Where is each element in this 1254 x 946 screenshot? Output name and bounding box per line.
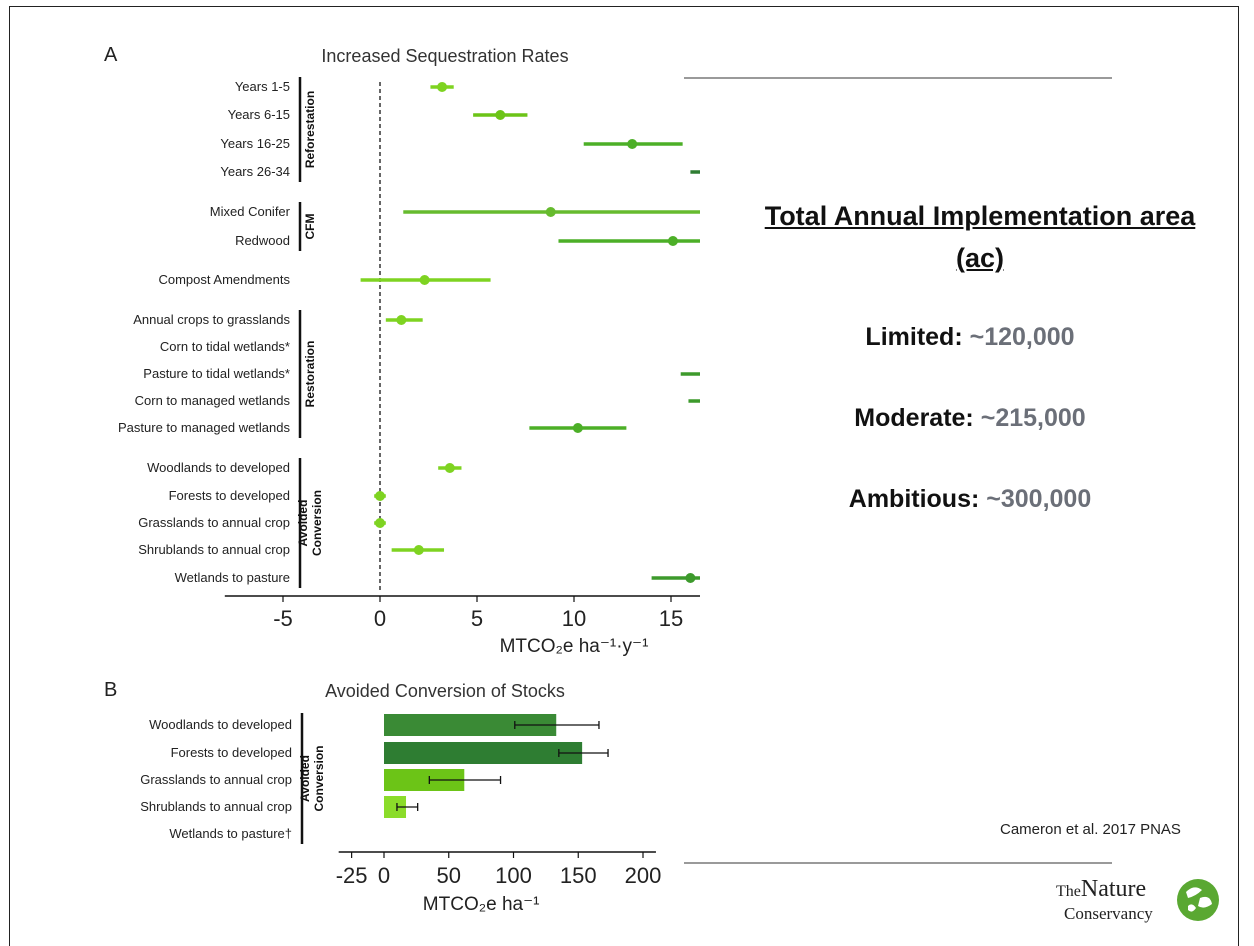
row-label-pasture-to-tidal-wetlands: Pasture to tidal wetlands*	[143, 366, 290, 381]
sequestration-rates-chart: Years 1-5 Years 6-15 Years 16-25 Years 26-3…	[118, 77, 700, 657]
panel-b-letter: B	[104, 679, 118, 701]
point-years-16-25	[627, 139, 638, 149]
row-label-forests-to-developed: Forests to developed	[169, 488, 290, 503]
bar-label-shrublands-to-annual-crop: Shrublands to annual crop	[140, 799, 292, 814]
row-label-years-6-15: Years 6-15	[228, 107, 290, 122]
bottom-divider	[684, 862, 1112, 864]
x-tick-label-0: 0	[374, 606, 386, 631]
scenario-limited: Limited: ~120,000	[740, 323, 1200, 352]
bar-x-tick-label-150: 150	[560, 863, 597, 888]
scenario-moderate: Moderate: ~215,000	[740, 404, 1200, 433]
scenario-ambitious: Ambitious: ~300,000	[740, 485, 1200, 514]
citation: Cameron et al. 2017 PNAS	[1000, 821, 1181, 838]
point-pasture-to-managed-wetlands	[572, 423, 583, 433]
bar-group-label-1: Conversion	[312, 745, 326, 811]
panel-a-title: Increased Sequestration Rates	[321, 46, 569, 66]
avoided-conversion-chart: Woodlands to developed Forests to develop…	[140, 713, 662, 915]
scenario-ambitious-label: Ambitious:	[848, 485, 980, 513]
bar-x-tick-label-50: 50	[437, 863, 461, 888]
row-label-grasslands-to-annual-crop: Grasslands to annual crop	[138, 515, 290, 530]
top-divider	[684, 77, 1112, 79]
panel-b-title: Avoided Conversion of Stocks	[325, 681, 565, 701]
nature-conservancy-logo: TheNature Conservancy	[1056, 876, 1236, 936]
point-mixed-conifer	[545, 207, 556, 217]
x-tick-label-5: 5	[471, 606, 483, 631]
slide-frame	[9, 6, 1239, 946]
bar-group-label-0: Avoided	[298, 755, 312, 802]
implementation-heading: Total Annual Implementation area (ac)	[764, 201, 1196, 273]
x-axis-title: MTCO₂e ha⁻¹·y⁻¹	[500, 636, 649, 657]
bar-label-woodlands-to-developed: Woodlands to developed	[149, 717, 292, 732]
row-label-corn-to-managed-wetlands: Corn to managed wetlands	[135, 393, 291, 408]
scenario-limited-label: Limited:	[865, 323, 963, 351]
point-grasslands-to-annual-crop	[375, 518, 385, 528]
group-label-avoided-conversion-1: Conversion	[310, 490, 324, 556]
row-label-years-1-5: Years 1-5	[235, 79, 290, 94]
bar-shrublands-to-annual-crop	[384, 796, 407, 818]
point-years-1-5	[437, 82, 448, 92]
group-label-avoided-conversion-0: Avoided	[296, 500, 310, 547]
row-label-annual-crops-to-grasslands: Annual crops to grasslands	[133, 312, 290, 327]
row-label-years-26-34: Years 26-34	[220, 164, 290, 179]
bar-label-wetlands-to-pasture: Wetlands to pasture†	[169, 826, 292, 841]
x-tick-label--5: -5	[273, 606, 293, 631]
bar-x-tick-label-200: 200	[625, 863, 662, 888]
point-redwood	[667, 236, 678, 246]
scenario-ambitious-value: ~300,000	[986, 485, 1092, 513]
row-label-shrublands-to-annual-crop: Shrublands to annual crop	[138, 542, 290, 557]
bar-x-tick-label--25: -25	[336, 863, 368, 888]
bar-forests-to-developed	[384, 742, 583, 764]
bar-label-grasslands-to-annual-crop: Grasslands to annual crop	[140, 772, 292, 787]
x-tick-label-15: 15	[659, 606, 683, 631]
group-label-cfm: CFM	[303, 214, 317, 240]
point-compost-amendments	[419, 275, 430, 285]
leaf-globe-icon	[1177, 879, 1219, 921]
row-label-compost-amendments: Compost Amendments	[158, 272, 290, 287]
scenario-limited-value: ~120,000	[969, 323, 1075, 351]
bar-label-forests-to-developed: Forests to developed	[171, 745, 292, 760]
row-label-woodlands-to-developed: Woodlands to developed	[147, 460, 290, 475]
bar-woodlands-to-developed	[384, 714, 557, 736]
point-forests-to-developed	[375, 491, 385, 501]
point-shrublands-to-annual-crop	[413, 545, 424, 555]
bar-x-tick-label-100: 100	[495, 863, 532, 888]
row-label-corn-to-tidal-wetlands: Corn to tidal wetlands*	[160, 339, 290, 354]
panel-a-letter: A	[104, 44, 118, 66]
point-woodlands-to-developed	[444, 463, 455, 473]
row-label-wetlands-to-pasture: Wetlands to pasture	[175, 570, 290, 585]
point-annual-crops-to-grasslands	[396, 315, 407, 325]
scenario-moderate-value: ~215,000	[980, 404, 1086, 432]
logo-wordmark: TheNature Conservancy	[1056, 876, 1153, 923]
bar-grasslands-to-annual-crop	[384, 769, 465, 791]
bar-x-tick-label-0: 0	[378, 863, 390, 888]
row-label-years-16-25: Years 16-25	[220, 136, 290, 151]
x-tick-label-10: 10	[562, 606, 586, 631]
scenario-moderate-label: Moderate:	[854, 404, 974, 432]
row-label-mixed-conifer: Mixed Conifer	[210, 204, 291, 219]
row-label-pasture-to-managed-wetlands: Pasture to managed wetlands	[118, 420, 290, 435]
bar-x-axis-title: MTCO₂e ha⁻¹	[423, 894, 540, 915]
point-years-6-15	[495, 110, 506, 120]
group-label-reforestation: Reforestation	[303, 91, 317, 168]
point-wetlands-to-pasture	[685, 573, 696, 583]
row-label-redwood: Redwood	[235, 233, 290, 248]
group-label-restoration: Restoration	[303, 341, 317, 408]
